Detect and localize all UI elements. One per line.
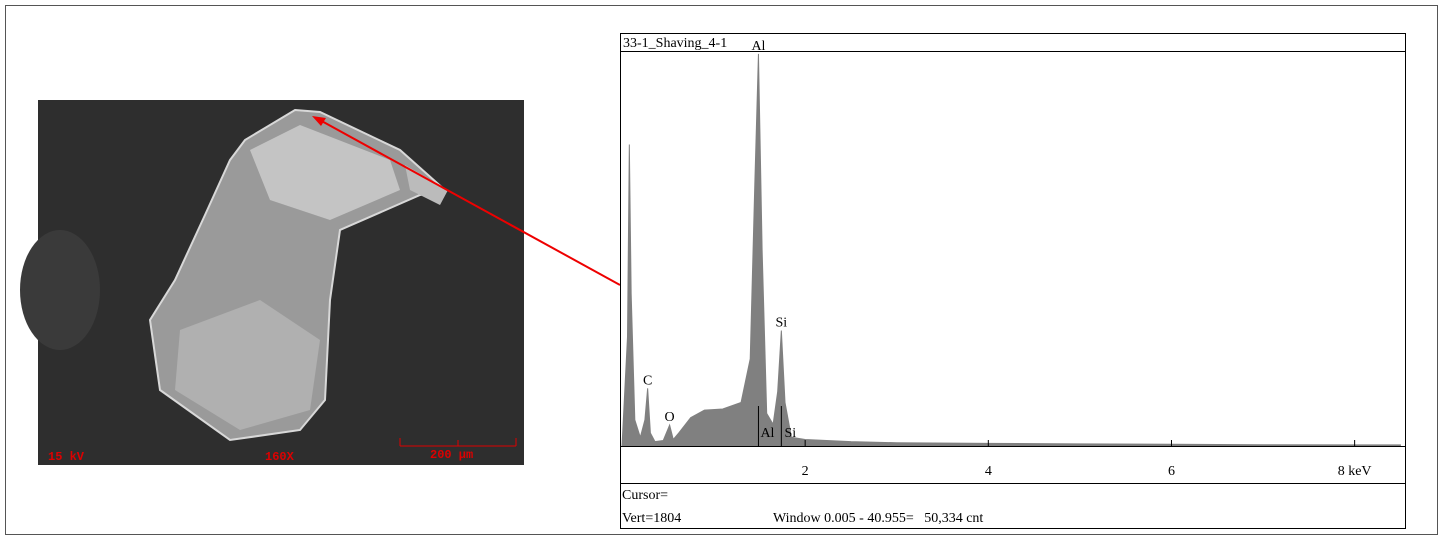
window-label: Window 0.005 - 40.955= 50,334 cnt bbox=[773, 511, 983, 526]
element-marker-label: Si bbox=[785, 426, 797, 441]
sem-shadow bbox=[20, 230, 100, 350]
particle-face bbox=[250, 125, 400, 220]
peak-label: Al bbox=[751, 39, 765, 54]
spectrum-title: 33-1_Shaving_4-1 bbox=[623, 36, 727, 51]
sem-image: 15 kV 160X 200 µm bbox=[20, 100, 524, 465]
peak-label: C bbox=[643, 373, 652, 388]
vert-label: Vert=1804 bbox=[622, 511, 681, 526]
arrow-head bbox=[312, 116, 326, 126]
spectrum-frame bbox=[620, 33, 1406, 529]
scale-label: 200 µm bbox=[430, 448, 473, 462]
element-marker-label: Al bbox=[760, 426, 774, 441]
particle-chip bbox=[405, 165, 448, 205]
spectrum-area bbox=[621, 53, 1401, 447]
peak-label: Si bbox=[776, 316, 788, 331]
x-tick-label: 8 keV bbox=[1338, 464, 1372, 479]
particle-face bbox=[175, 300, 320, 430]
magnification-label: 160X bbox=[265, 450, 295, 464]
pointer-arrow bbox=[317, 118, 621, 286]
x-tick-label: 4 bbox=[985, 464, 992, 479]
peak-label: O bbox=[665, 410, 675, 425]
x-tick-label: 6 bbox=[1168, 464, 1175, 479]
x-tick-label: 2 bbox=[802, 464, 809, 479]
cursor-label: Cursor= bbox=[622, 488, 668, 503]
voltage-label: 15 kV bbox=[48, 450, 85, 464]
